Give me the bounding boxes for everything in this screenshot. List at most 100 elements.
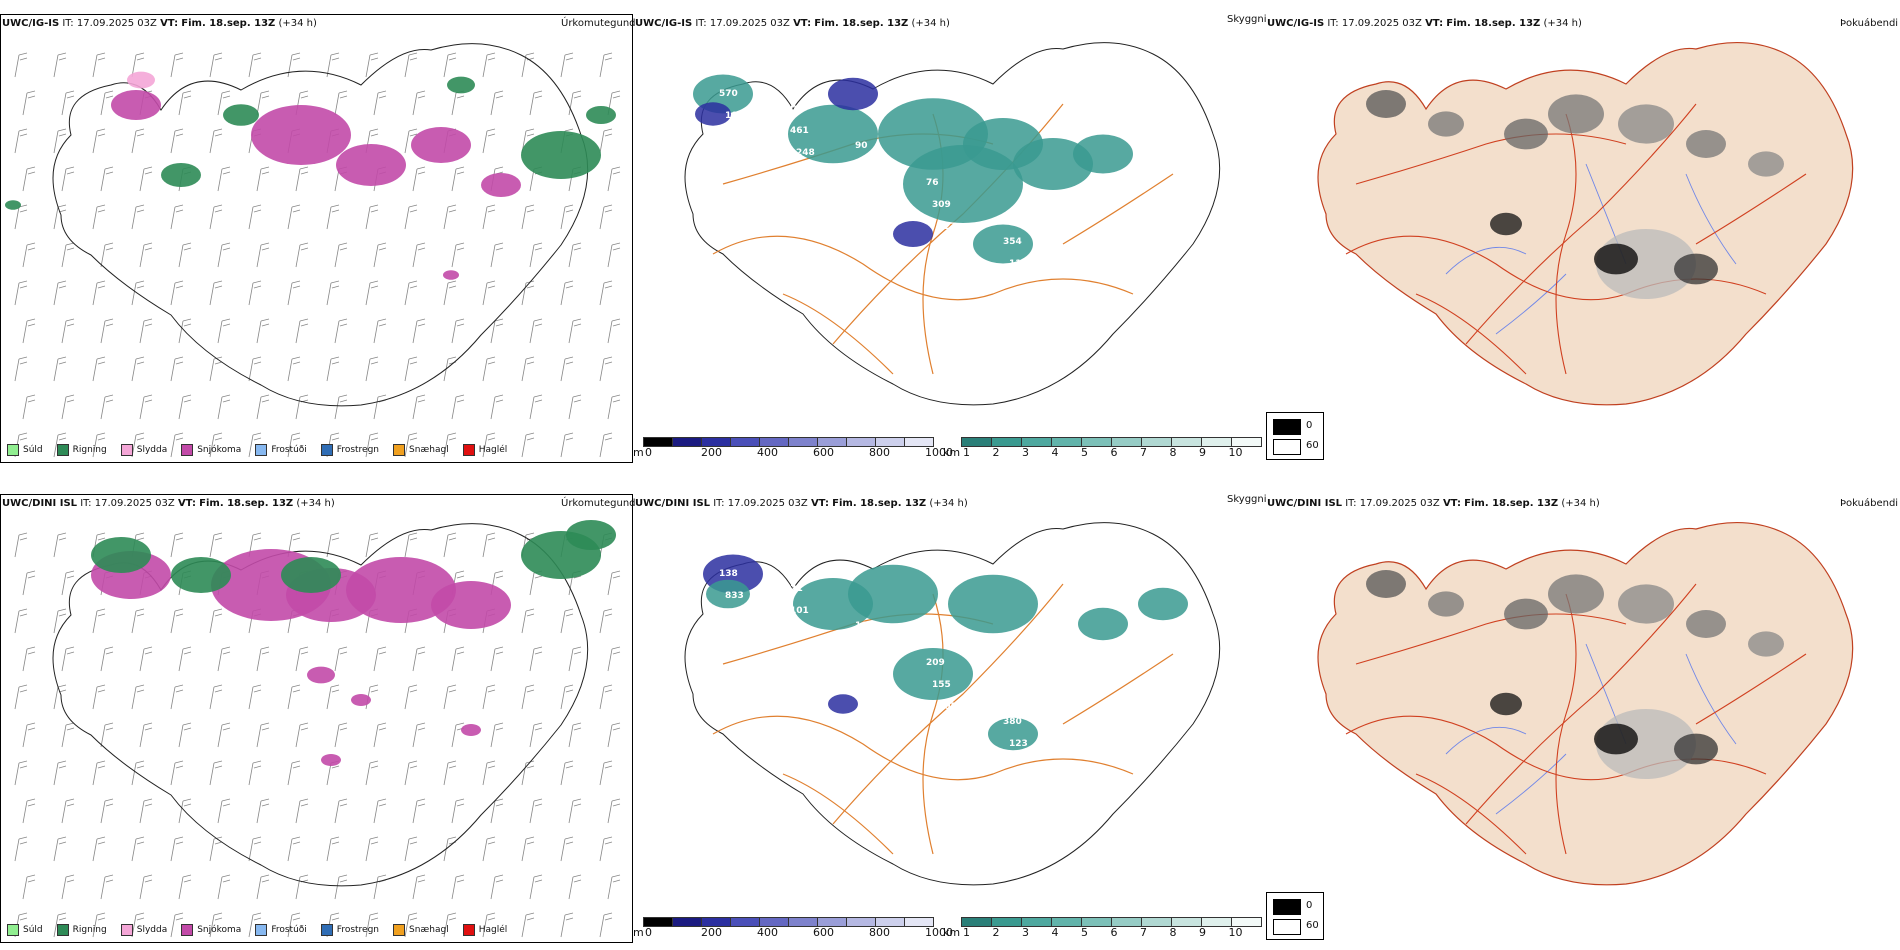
visibility-tick: 6 [1110,926,1118,939]
cloudbase-tick: 600 [813,446,834,459]
visibility-unit: km [943,446,961,459]
cloudbase-value-label: 155 [932,680,951,690]
cloudbase-value-label: 121 [1080,576,1099,586]
legend-swatch [320,924,333,936]
colorbar-segment [643,917,672,927]
visibility-unit: km [943,926,961,939]
visibility-tick: 4 [1051,446,1059,459]
precip-legend-item: Snæhagl [393,924,449,936]
legend-swatch [7,444,19,456]
colorbar-segment [991,917,1021,927]
colorbar-segment [904,917,934,927]
cloudbase-colorbar-top [643,437,934,447]
precip-legend-item: Frostúði [255,924,307,936]
legend-swatch [320,444,333,456]
visibility-colorbar-labels-bottom: km 1 2 3 4 5 6 7 8 9 10 [943,926,1263,940]
cloudbase-value-label: 102 [867,185,886,195]
colorbar-segment [730,437,759,447]
cloudbase-tick: 0 [645,446,652,459]
legend-swatch [393,444,406,456]
cloudbase-map-top: 87 104 90 76 248 902 570 461 370 309 354 244 107 248 1… [684,42,1221,406]
visibility-tick: 2 [992,446,1000,459]
cloudbase-value-label: 833 [725,591,744,601]
colorbar-segment [875,437,904,447]
cloudbase-value-label: 107 [725,111,744,121]
visibility-tick: 10 [1228,446,1243,459]
legend-label: Frostúði [271,925,307,935]
cloudbase-value-label: 123 [938,222,957,232]
colorbar-segment [1081,917,1111,927]
cloudbase-value-label: 76 [926,178,939,188]
colorbar-segment [1081,437,1111,447]
legend-label: Frostregn [336,445,380,455]
legend-label: Frostregn [336,925,380,935]
cloudbase-value-label: 203 [997,695,1016,705]
legend-swatch [7,924,19,936]
visibility-tick: 2 [992,926,1000,939]
panel-name-visibility-top: Skyggni [1227,14,1267,25]
cloudbase-value-label: 118 [1009,259,1028,269]
precip-legend-item: Snjókoma [181,444,241,456]
precip-legend-item: Haglél [462,924,507,936]
cloudbase-value-label: 902 [1068,252,1087,262]
colorbar-segment [846,917,875,927]
colorbar-segment [961,917,991,927]
panel-name-fog-top: Þokuábendi [1840,18,1899,29]
legend-label: Snjókoma [197,925,242,935]
visibility-tick: 8 [1169,446,1177,459]
panel-title-bottom-left: UWC/DINI ISL IT: 17.09.2025 03Z VT: Fim.… [2,498,335,509]
cloudbase-tick: 1000 [925,446,953,459]
colorbar-segment [1231,437,1262,447]
colorbar-segment [1201,917,1231,927]
colorbar-segment [991,437,1021,447]
visibility-colorbar-top [961,437,1262,447]
cloudbase-visibility-panel-bottom: 200 121 109 209 203 559 138 101 181 155 380 321 833 3… [633,494,1266,943]
visibility-colorbar-bottom [961,917,1262,927]
colorbar-segment [701,917,730,927]
panel-name-precip-bottom: Úrkomutegund [561,498,636,509]
legend-label: Snæhagl [409,445,449,455]
fog-map-top [1317,42,1854,406]
visibility-tick: 5 [1081,926,1088,939]
legend-label: Súld [23,925,43,935]
panel-title-bottom-middle: UWC/DINI ISL IT: 17.09.2025 03Z VT: Fim.… [635,498,968,509]
cloudbase-tick: 800 [869,926,890,939]
colorbar-segment [643,437,672,447]
cloudbase-value-label: 321 [1074,554,1093,564]
legend-swatch [56,444,69,456]
cloudbase-value-label: 121 [784,584,803,594]
precip-legend-item: Rigning [56,444,107,456]
cloudbase-tick: 0 [645,926,652,939]
cloudbase-unit: m [633,446,644,459]
legend-swatch [120,444,133,456]
visibility-tick: 3 [1022,446,1029,459]
legend-swatch [462,444,475,456]
colorbar-segment [1141,437,1171,447]
cloudbase-value-label: 461 [790,126,809,136]
precip-map-top [5,43,621,458]
cloudbase-colorbar-labels-bottom: m 0 200 400 600 800 1000 [633,926,953,940]
cloudbase-value-label: 169 [873,207,892,217]
legend-label: Slydda [136,925,168,935]
colorbar-segment [875,917,904,927]
colorbar-segment [1021,437,1051,447]
cloudbase-tick: 800 [869,446,890,459]
precip-legend-item: Slydda [120,924,168,936]
precip-legend-item: Frostregn [320,444,380,456]
colorbar-segment [759,437,788,447]
legend-label: Rigning [72,925,107,935]
colorbar-segment [701,437,730,447]
cloudbase-value-label: 87 [713,67,726,77]
legend-swatch [255,924,268,936]
colorbar-segment [1171,917,1201,927]
cloudbase-value-label: 207 [802,650,821,660]
panel-title-top-middle: UWC/IG-IS IT: 17.09.2025 03Z VT: Fim. 18… [635,18,950,29]
precip-legend-item: Slydda [120,444,167,456]
cloudbase-value-label: 200 [713,547,732,557]
precip-type-panel-bottom: Súld Rigning Slydda Snjókoma Frostúði Frostre… [0,494,633,943]
precip-legend-item: Snjókoma [181,924,241,936]
cloudbase-tick: 600 [813,926,834,939]
cloudbase-value-label: 209 [926,658,945,668]
colorbar-segment [846,437,875,447]
visibility-tick: 7 [1140,446,1147,459]
